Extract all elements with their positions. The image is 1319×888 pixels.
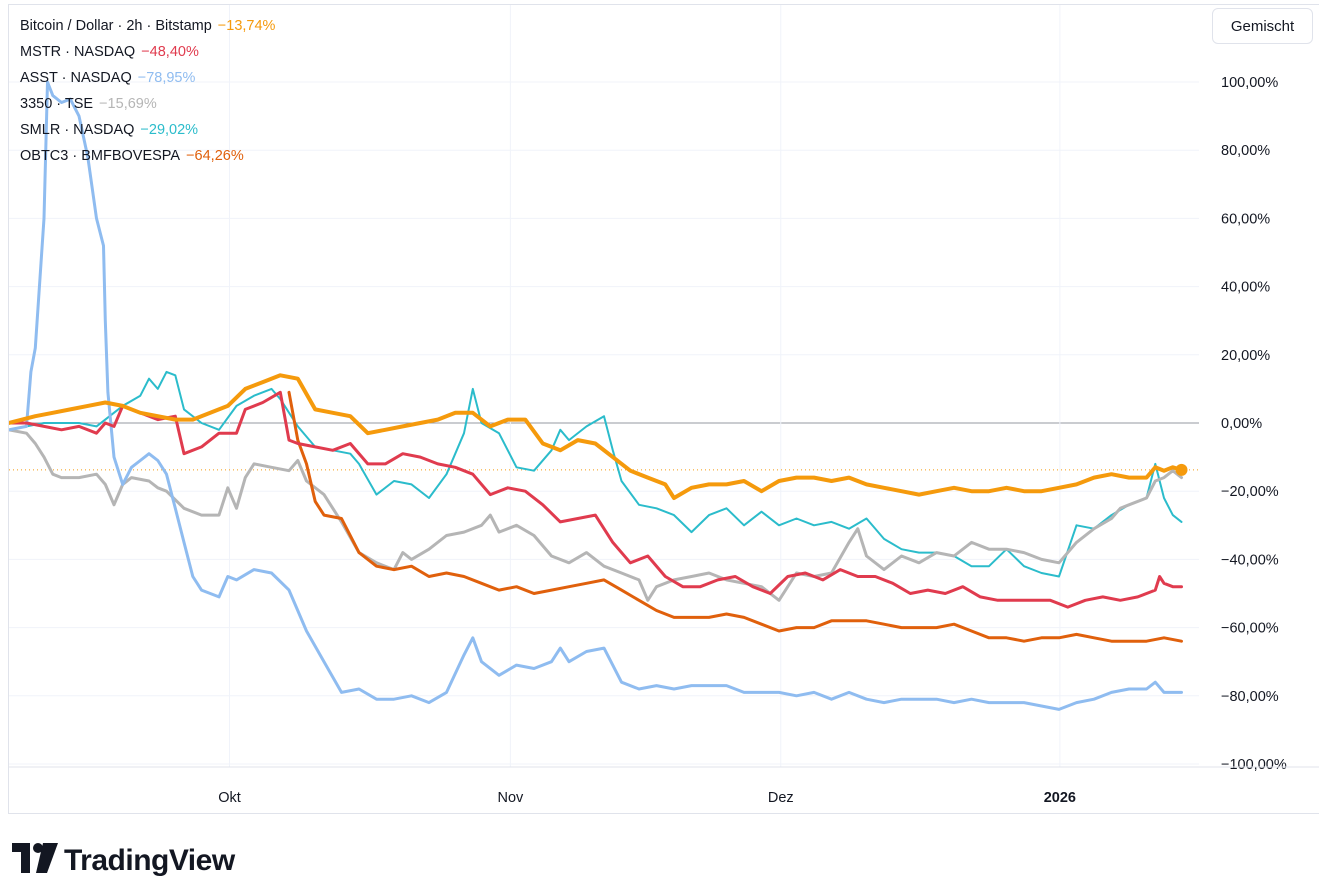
series-line-asst[interactable] bbox=[9, 80, 1183, 711]
legend-row[interactable]: MSTR · NASDAQ −48,40% bbox=[20, 39, 275, 65]
y-tick-label: 100,00% bbox=[1221, 75, 1278, 91]
scale-mode-button[interactable]: Gemischt bbox=[1212, 8, 1313, 44]
tradingview-logo[interactable]: TradingView bbox=[12, 843, 235, 879]
y-tick-label: −20,00% bbox=[1221, 484, 1279, 500]
legend-change: −29,02% bbox=[140, 122, 199, 138]
legend-change: −64,26% bbox=[186, 148, 244, 164]
legend-row[interactable]: OBTC3 · BMFBOVESPA −64,26% bbox=[20, 143, 275, 169]
y-tick-label: −100,00% bbox=[1221, 757, 1287, 773]
chart-canvas[interactable]: 100,00% 80,00% 60,00% 40,00% 20,00% 0,00% −20,… bbox=[9, 5, 1319, 815]
y-tick-label: 40,00% bbox=[1221, 280, 1270, 296]
series-line-obtc3[interactable] bbox=[287, 390, 1183, 643]
legend-symbol: MSTR · NASDAQ bbox=[20, 44, 136, 60]
y-tick-label: −80,00% bbox=[1221, 689, 1279, 705]
y-tick-label: 0,00% bbox=[1221, 416, 1262, 432]
legend-change: −48,40% bbox=[141, 44, 199, 60]
x-tick-label: Nov bbox=[497, 790, 524, 806]
x-tick-label: Dez bbox=[768, 790, 794, 806]
legend-change: −13,74% bbox=[217, 18, 276, 34]
legend-row[interactable]: ASST · NASDAQ −78,95% bbox=[20, 65, 275, 91]
y-tick-label: 80,00% bbox=[1221, 143, 1270, 159]
series-line-smlr[interactable] bbox=[9, 370, 1183, 578]
x-tick-label: Okt bbox=[218, 790, 241, 806]
legend-row[interactable]: 3350 · TSE −15,69% bbox=[20, 91, 275, 117]
legend: Bitcoin / Dollar · 2h · Bitstamp −13,74% M… bbox=[20, 13, 275, 169]
legend-symbol: 3350 · TSE bbox=[20, 96, 94, 112]
series-line-3350[interactable] bbox=[9, 428, 1183, 602]
legend-symbol: Bitcoin / Dollar · 2h · Bitstamp bbox=[20, 18, 212, 34]
brand-name: TradingView bbox=[64, 844, 235, 877]
y-tick-label: 20,00% bbox=[1221, 348, 1270, 364]
series-end-dot bbox=[1175, 463, 1188, 476]
legend-change: −15,69% bbox=[99, 96, 157, 112]
tradingview-logo-icon bbox=[12, 843, 58, 873]
series-line-bitcoin[interactable] bbox=[9, 373, 1184, 500]
legend-symbol: OBTC3 · BMFBOVESPA bbox=[20, 148, 181, 164]
legend-row[interactable]: SMLR · NASDAQ −29,02% bbox=[20, 117, 275, 143]
y-tick-label: 60,00% bbox=[1221, 211, 1270, 227]
legend-symbol: ASST · NASDAQ bbox=[20, 70, 132, 86]
y-tick-label: −40,00% bbox=[1221, 552, 1279, 568]
x-tick-label: 2026 bbox=[1044, 790, 1076, 806]
series-line-mstr[interactable] bbox=[9, 390, 1183, 609]
chart-frame: 100,00% 80,00% 60,00% 40,00% 20,00% 0,00% −20,… bbox=[8, 4, 1319, 814]
legend-symbol: SMLR · NASDAQ bbox=[20, 122, 135, 138]
legend-change: −78,95% bbox=[137, 70, 196, 86]
y-tick-label: −60,00% bbox=[1221, 621, 1279, 637]
legend-row[interactable]: Bitcoin / Dollar · 2h · Bitstamp −13,74% bbox=[20, 13, 275, 39]
